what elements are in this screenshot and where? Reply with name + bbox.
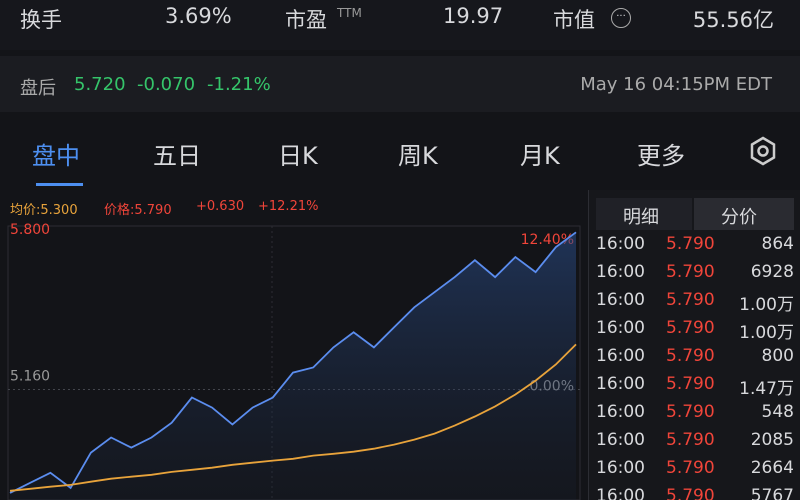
quote-percent: +12.21%: [258, 199, 319, 214]
trade-price: 5.790: [666, 262, 715, 282]
trade-tab[interactable]: 分价: [721, 207, 757, 228]
trade-time: 16:00: [596, 318, 645, 338]
trade-time: 16:00: [596, 346, 645, 366]
after-time: May 16 04:15PM EDT: [580, 74, 772, 95]
tab[interactable]: 月K: [520, 142, 560, 170]
trade-price: 5.790: [666, 402, 715, 422]
trade-volume: 800: [761, 346, 794, 366]
trade-volume: 864: [761, 234, 794, 254]
trade-tab[interactable]: 明细: [623, 207, 659, 228]
trade-volume: 2664: [750, 458, 794, 478]
avg-line: [9, 343, 577, 492]
tab-underline: [36, 183, 83, 186]
stat-value: 3.69%: [165, 4, 232, 28]
after-label: 盘后: [20, 78, 56, 99]
price-line: [9, 231, 577, 494]
quote-price: 价格:5.790: [104, 203, 172, 218]
price-area: [10, 232, 576, 500]
stat-label: 市盈: [285, 8, 327, 32]
trade-volume: 2085: [750, 430, 794, 450]
plot-frame: [7, 225, 581, 500]
stat-label: 市值: [553, 8, 595, 32]
trade-price: 5.790: [666, 374, 715, 394]
stat-value: 55.56亿: [692, 8, 774, 32]
trade-price: 5.790: [666, 290, 715, 310]
tab[interactable]: 盘中: [32, 142, 80, 170]
stat-label: 换手: [20, 8, 62, 32]
quote-change: +0.630: [196, 199, 245, 214]
tab[interactable]: 日K: [278, 142, 318, 170]
trade-time: 16:00: [596, 402, 645, 422]
trade-price: 5.790: [666, 458, 715, 478]
settings-icon[interactable]: [748, 136, 778, 166]
tab[interactable]: 五日: [153, 142, 201, 170]
trade-time: 16:00: [596, 290, 645, 310]
trade-time: 16:00: [596, 262, 645, 282]
tab-bar: [0, 118, 800, 188]
y-tick-label: 5.800: [10, 222, 50, 238]
info-icon[interactable]: ···: [611, 8, 631, 28]
trade-price: 5.790: [666, 234, 715, 254]
trade-price: 5.790: [666, 346, 715, 366]
avg-price: 均价:5.300: [10, 203, 78, 218]
trade-time: 16:00: [596, 486, 645, 500]
trade-price: 5.790: [666, 430, 715, 450]
after-percent: -1.21%: [207, 74, 271, 95]
trade-price: 5.790: [666, 486, 715, 500]
trade-tab-bg: [694, 198, 794, 230]
trade-price: 5.790: [666, 318, 715, 338]
trade-volume: 1.47万: [739, 379, 794, 399]
tab[interactable]: 更多: [637, 142, 685, 170]
after-hours-bar: [0, 56, 800, 112]
stat-sup: TTM: [337, 6, 362, 20]
trade-panel: [588, 190, 800, 500]
trade-time: 16:00: [596, 234, 645, 254]
after-price: 5.720: [74, 74, 126, 95]
trade-volume: 1.00万: [739, 323, 794, 343]
trade-time: 16:00: [596, 458, 645, 478]
trade-time: 16:00: [596, 430, 645, 450]
trade-volume: 6928: [750, 262, 794, 282]
trade-volume: 548: [761, 402, 794, 422]
after-change: -0.070: [137, 74, 196, 95]
y-tick-label: 5.160: [10, 368, 50, 384]
stats-bar: [0, 0, 800, 50]
trade-time: 16:00: [596, 374, 645, 394]
tab[interactable]: 周K: [398, 142, 438, 170]
trade-volume: 1.00万: [739, 295, 794, 315]
trade-volume: 5767: [750, 486, 794, 500]
trade-tab-bg: [596, 198, 692, 230]
stat-value: 19.97: [443, 4, 504, 28]
